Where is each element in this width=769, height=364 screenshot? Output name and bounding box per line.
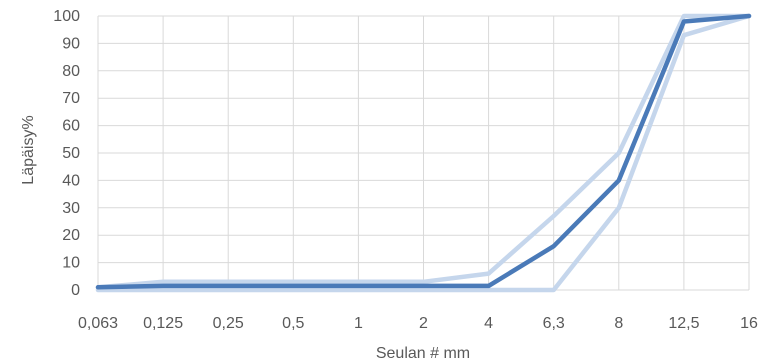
x-tick-label: 0,063 [78, 315, 118, 332]
x-tick-label: 1 [354, 315, 363, 332]
series-line-limit-2 [95, 13, 752, 293]
x-tick-label: 4 [484, 315, 493, 332]
x-tick-label: 0,5 [282, 315, 304, 332]
y-tick-label: 0 [71, 282, 80, 299]
x-tick-labels: 0,063 0,125 0,25 0,5 1 2 4 6,3 8 12,5 16 [78, 315, 758, 332]
y-tick-label: 40 [62, 172, 80, 189]
y-tick-label: 30 [62, 200, 80, 217]
x-tick-label: 6,3 [543, 315, 565, 332]
y-tick-label: 10 [62, 255, 80, 272]
y-tick-label: 70 [62, 90, 80, 107]
y-tick-label: 60 [62, 118, 80, 135]
series-lines [95, 13, 752, 293]
x-tick-label: 12,5 [668, 315, 699, 332]
y-tick-label: 50 [62, 145, 80, 162]
x-tick-label: 0,125 [143, 315, 183, 332]
y-tick-label: 80 [62, 63, 80, 80]
gridlines [97, 15, 750, 291]
series-line-limit-1 [95, 13, 752, 290]
x-axis-title: Seulan # mm [376, 345, 470, 362]
y-tick-labels: 0 10 20 30 40 50 60 70 80 90 100 [53, 8, 80, 299]
series-line-main [95, 13, 752, 290]
y-axis-title: Läpäisy% [20, 115, 37, 184]
x-tick-label: 16 [740, 315, 758, 332]
x-tick-label: 2 [419, 315, 428, 332]
y-tick-label: 90 [62, 35, 80, 52]
x-tick-label: 8 [614, 315, 623, 332]
y-tick-label: 20 [62, 227, 80, 244]
y-tick-label: 100 [53, 8, 80, 25]
x-tick-label: 0,25 [213, 315, 244, 332]
